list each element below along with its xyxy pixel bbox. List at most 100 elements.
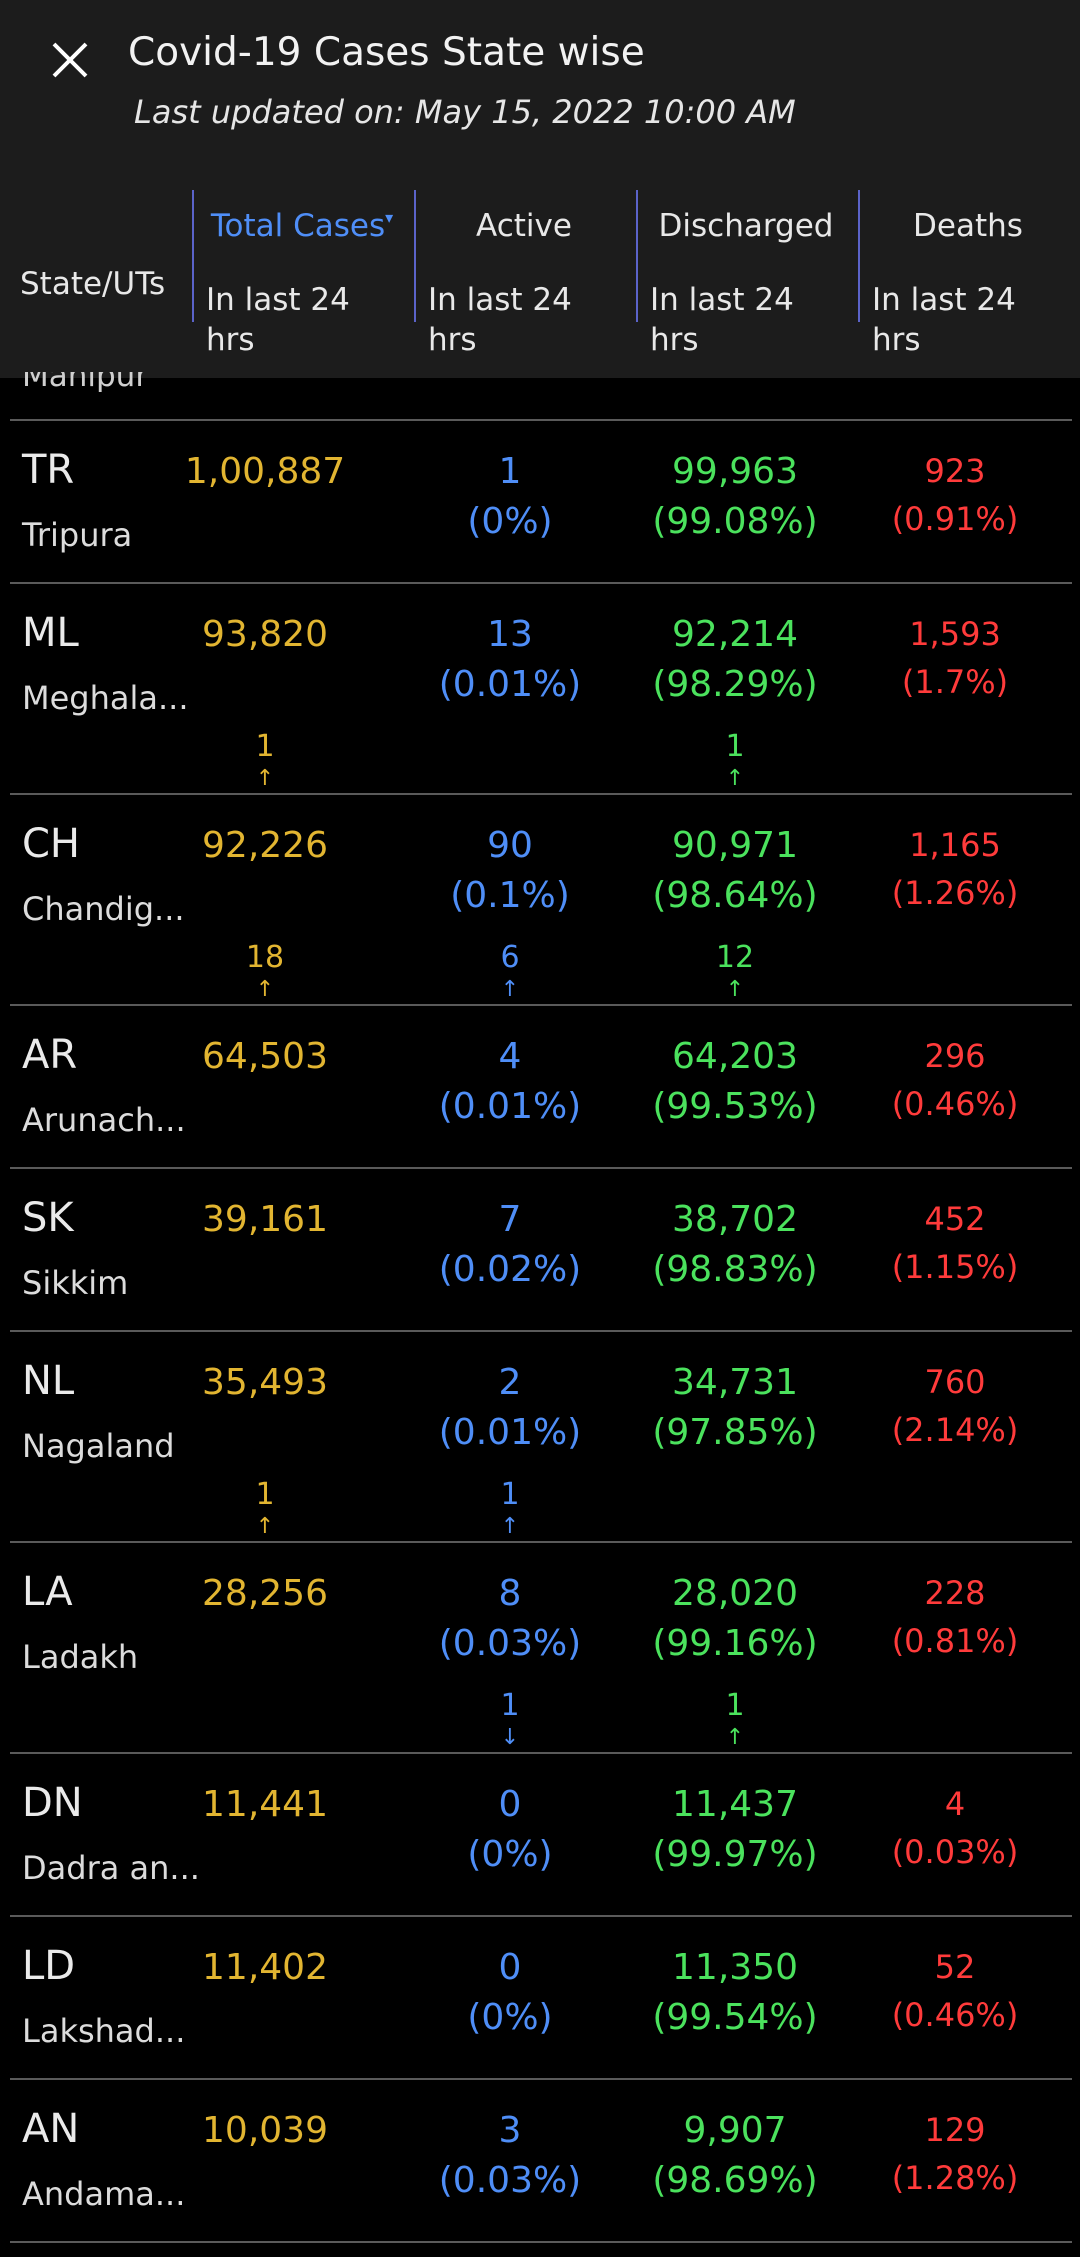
table-row[interactable]: LD Lakshad... 11,402 0 (0%) 11,350 (99.54%) 52 (… — [10, 1915, 1072, 2078]
total-cases-value: 92,226 — [202, 825, 328, 866]
deaths-percent: (0.46%) — [891, 1085, 1019, 1123]
arrow-up-icon: ↑ — [500, 977, 520, 1002]
table-row[interactable]: SK Sikkim 39,161 7 (0.02%) 38,702 (98.83%) 452 (… — [10, 1167, 1072, 1330]
table-row[interactable]: AN Andama... 10,039 3 (0.03%) 9,907 (98.69%) 12… — [10, 2078, 1072, 2241]
deaths-cell: 228 (0.81%) — [845, 1569, 1065, 1665]
active-cell: 13 (0.01%) — [400, 610, 620, 710]
total-cases-value: 10,039 — [202, 2110, 328, 2151]
column-active-label: Active — [476, 208, 572, 244]
discharged-cell: 90,971 (98.64%) — [620, 821, 850, 921]
active-percent: (0.03%) — [438, 1623, 582, 1664]
column-active[interactable]: Active In last 24 hrs — [414, 190, 634, 378]
active-delta-value: 1 — [500, 1477, 520, 1512]
discharged-value: 99,963 — [672, 451, 798, 492]
state-name: Arunach... — [22, 1101, 186, 1139]
active-cell: 8 (0.03%) — [400, 1569, 620, 1669]
deaths-cell: 1,593 (1.7%) — [845, 610, 1065, 706]
discharged-cell: 92,214 (98.29%) — [620, 610, 850, 710]
discharged-cell: 99,963 (99.08%) — [620, 447, 850, 547]
column-discharged-sub: In last 24 hrs — [650, 282, 794, 358]
discharged-cell: 11,437 (99.97%) — [620, 1780, 850, 1880]
arrow-down-icon: ↓ — [500, 1725, 520, 1750]
table-row[interactable]: CH Chandig... 92,226 90 (0.1%) 90,971 (98.64%)… — [10, 793, 1072, 1004]
deaths-cell: 52 (0.46%) — [845, 1943, 1065, 2039]
table-row[interactable]: AR Arunach... 64,503 4 (0.01%) 64,203 (99.53%)… — [10, 1004, 1072, 1167]
active-value: 7 — [498, 1199, 522, 1240]
total-cases-value: 64,503 — [202, 1036, 328, 1077]
active-percent: (0.02%) — [438, 1249, 582, 1290]
sort-caret-icon: ▾ — [385, 208, 394, 227]
discharged-cell: 64,203 (99.53%) — [620, 1032, 850, 1132]
discharged-value: 11,437 — [672, 1784, 798, 1825]
column-discharged[interactable]: Discharged In last 24 hrs — [636, 190, 856, 378]
arrow-up-icon: ↑ — [255, 766, 275, 791]
state-name: Ladakh — [22, 1638, 139, 1676]
discharged-cell: 34,731 (97.85%) — [620, 1358, 850, 1458]
total-cases-value: 28,256 — [202, 1573, 328, 1614]
discharged-percent: (99.54%) — [652, 1997, 818, 2038]
discharged-value: 38,702 — [672, 1199, 798, 1240]
state-code: NL — [22, 1358, 75, 1404]
active-value: 0 — [498, 1947, 522, 1988]
active-value: 3 — [498, 2110, 522, 2151]
deaths-value: 129 — [924, 2111, 986, 2149]
deaths-percent: (1.28%) — [891, 2159, 1019, 2197]
active-percent: (0.01%) — [438, 664, 582, 705]
close-button[interactable] — [40, 30, 100, 90]
state-code: AN — [22, 2106, 80, 2152]
discharged-delta-value: 1 — [725, 729, 745, 764]
discharged-percent: (99.08%) — [652, 501, 818, 542]
table-row[interactable]: LA Ladakh 28,256 8 (0.03%) 28,020 (99.16%) 228 (… — [10, 1541, 1072, 1752]
discharged-cell: 38,702 (98.83%) — [620, 1195, 850, 1295]
active-delta: 6 ↑ — [400, 940, 620, 1010]
active-delta: 1 ↑ — [400, 1477, 620, 1547]
arrow-up-icon: ↑ — [255, 977, 275, 1002]
state-code: SK — [22, 1195, 74, 1241]
discharged-delta: 12 ↑ — [620, 940, 850, 1010]
discharged-value: 92,214 — [672, 614, 798, 655]
deaths-percent: (1.15%) — [891, 1248, 1019, 1286]
active-cell: 7 (0.02%) — [400, 1195, 620, 1295]
table-row[interactable]: ML Meghala... 93,820 13 (0.01%) 92,214 (98.29%… — [10, 582, 1072, 793]
total-delta: 1 ↑ — [165, 1477, 365, 1547]
arrow-up-icon: ↑ — [725, 1725, 745, 1750]
state-name: Chandig... — [22, 890, 185, 928]
table-row[interactable]: TR Tripura 1,00,887 1 (0%) 99,963 (99.08%) 923 (… — [10, 419, 1072, 582]
deaths-value: 1,165 — [909, 826, 1001, 864]
active-value: 4 — [498, 1036, 522, 1077]
table-end-divider — [10, 2241, 1072, 2245]
column-state[interactable]: State/UTs — [20, 266, 166, 302]
total-cases-value: 93,820 — [202, 614, 328, 655]
discharged-percent: (97.85%) — [652, 1412, 818, 1453]
discharged-value: 11,350 — [672, 1947, 798, 1988]
discharged-value: 34,731 — [672, 1362, 798, 1403]
state-table: TR Tripura 1,00,887 1 (0%) 99,963 (99.08%) 923 (… — [0, 419, 1080, 2245]
active-percent: (0%) — [467, 501, 553, 542]
state-name: Meghala... — [22, 679, 189, 717]
total-delta-value: 1 — [255, 1477, 275, 1512]
total-cases-value: 1,00,887 — [184, 451, 346, 492]
column-deaths[interactable]: Deaths In last 24 hrs — [858, 190, 1078, 378]
discharged-percent: (98.83%) — [652, 1249, 818, 1290]
discharged-value: 90,971 — [672, 825, 798, 866]
discharged-cell: 9,907 (98.69%) — [620, 2106, 850, 2206]
deaths-cell: 296 (0.46%) — [845, 1032, 1065, 1128]
close-icon — [52, 42, 88, 78]
state-name: Andama... — [22, 2175, 186, 2213]
state-name: Sikkim — [22, 1264, 129, 1302]
arrow-up-icon: ↑ — [725, 977, 745, 1002]
column-discharged-label: Discharged — [658, 208, 834, 244]
deaths-cell: 129 (1.28%) — [845, 2106, 1065, 2202]
deaths-cell: 452 (1.15%) — [845, 1195, 1065, 1291]
deaths-cell: 923 (0.91%) — [845, 447, 1065, 543]
table-row[interactable]: NL Nagaland 35,493 2 (0.01%) 34,731 (97.85%) 76… — [10, 1330, 1072, 1541]
discharged-delta-value: 1 — [725, 1688, 745, 1723]
discharged-percent: (99.97%) — [652, 1834, 818, 1875]
column-header: State/UTs Total Cases▾ In last 24 hrs Ac… — [0, 190, 1080, 378]
table-row[interactable]: DN Dadra an... 11,441 0 (0%) 11,437 (99.97%) 4 (… — [10, 1752, 1072, 1915]
deaths-value: 296 — [924, 1037, 986, 1075]
active-percent: (0.01%) — [438, 1412, 582, 1453]
column-total-cases[interactable]: Total Cases▾ In last 24 hrs — [192, 190, 412, 378]
state-code: TR — [22, 447, 75, 493]
page-title: Covid-19 Cases State wise — [128, 30, 645, 75]
